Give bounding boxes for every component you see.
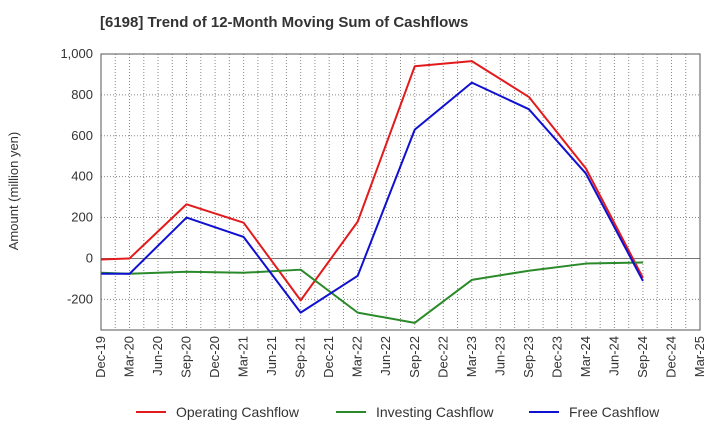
chart-title: [6198] Trend of 12-Month Moving Sum of C…: [100, 14, 469, 31]
x-tick-label: Dec-23: [549, 336, 564, 378]
x-tick-label: Mar-22: [350, 336, 365, 377]
x-tick-label: Mar-23: [464, 336, 479, 377]
x-tick-label: Sep-21: [293, 336, 308, 378]
y-tick-label: 200: [71, 210, 93, 225]
legend-swatch: [529, 411, 559, 413]
legend: Operating Cashflow Investing Cashflow Free…: [0, 404, 720, 426]
legend-swatch: [336, 411, 366, 413]
tick-label-layer: -200 0 200 400 600 800 1,000 Dec-19 Mar-20 Jun-20…: [60, 46, 707, 378]
line-chart: -200 0 200 400 600 800 1,000 Dec-19 Mar-20 Jun-20…: [6, 46, 707, 378]
y-tick-label: 0: [86, 250, 93, 265]
legend-label: Investing Cashflow: [376, 404, 494, 420]
series-line: [100, 261, 643, 324]
x-tick-label: Dec-22: [435, 336, 450, 378]
y-tick-label: -200: [67, 291, 93, 306]
series-line: [100, 60, 644, 302]
legend-item: Operating Cashflow: [136, 404, 299, 420]
x-tick-label: Jun-20: [150, 336, 165, 376]
x-tick-label: Dec-20: [207, 336, 222, 378]
series-line: [101, 81, 644, 314]
y-tick-label: 1,000: [60, 46, 93, 61]
plot-border: [100, 53, 701, 331]
x-tick-label: Dec-24: [663, 336, 678, 378]
x-tick-label: Jun-23: [492, 336, 507, 376]
x-tick-label: Dec-21: [321, 336, 336, 378]
axis-layer: [100, 53, 701, 331]
x-tick-label: Jun-24: [606, 336, 621, 376]
grid-layer: [100, 53, 701, 330]
y-tick-label: 400: [71, 169, 93, 184]
x-tick-label: Jun-21: [264, 336, 279, 376]
x-tick-label: Mar-21: [236, 336, 251, 377]
legend-swatch: [136, 411, 166, 413]
x-tick-label: Mar-24: [578, 336, 593, 377]
legend-label: Operating Cashflow: [176, 404, 299, 420]
y-tick-label: 600: [71, 128, 93, 143]
x-tick-label: Jun-22: [378, 336, 393, 376]
legend-item: Free Cashflow: [529, 404, 659, 420]
y-tick-label: 800: [71, 87, 93, 102]
x-tick-label: Sep-23: [521, 336, 536, 378]
x-tick-label: Sep-22: [407, 336, 422, 378]
series-layer: [100, 60, 644, 324]
legend-item: Investing Cashflow: [336, 404, 494, 420]
x-tick-label: Sep-24: [635, 336, 650, 378]
x-tick-label: Mar-25: [692, 336, 707, 377]
x-tick-label: Mar-20: [122, 336, 137, 377]
x-tick-label: Sep-20: [179, 336, 194, 378]
x-tick-label: Dec-19: [93, 336, 108, 378]
legend-label: Free Cashflow: [569, 404, 660, 420]
y-axis-label: Amount (million yen): [6, 132, 21, 251]
